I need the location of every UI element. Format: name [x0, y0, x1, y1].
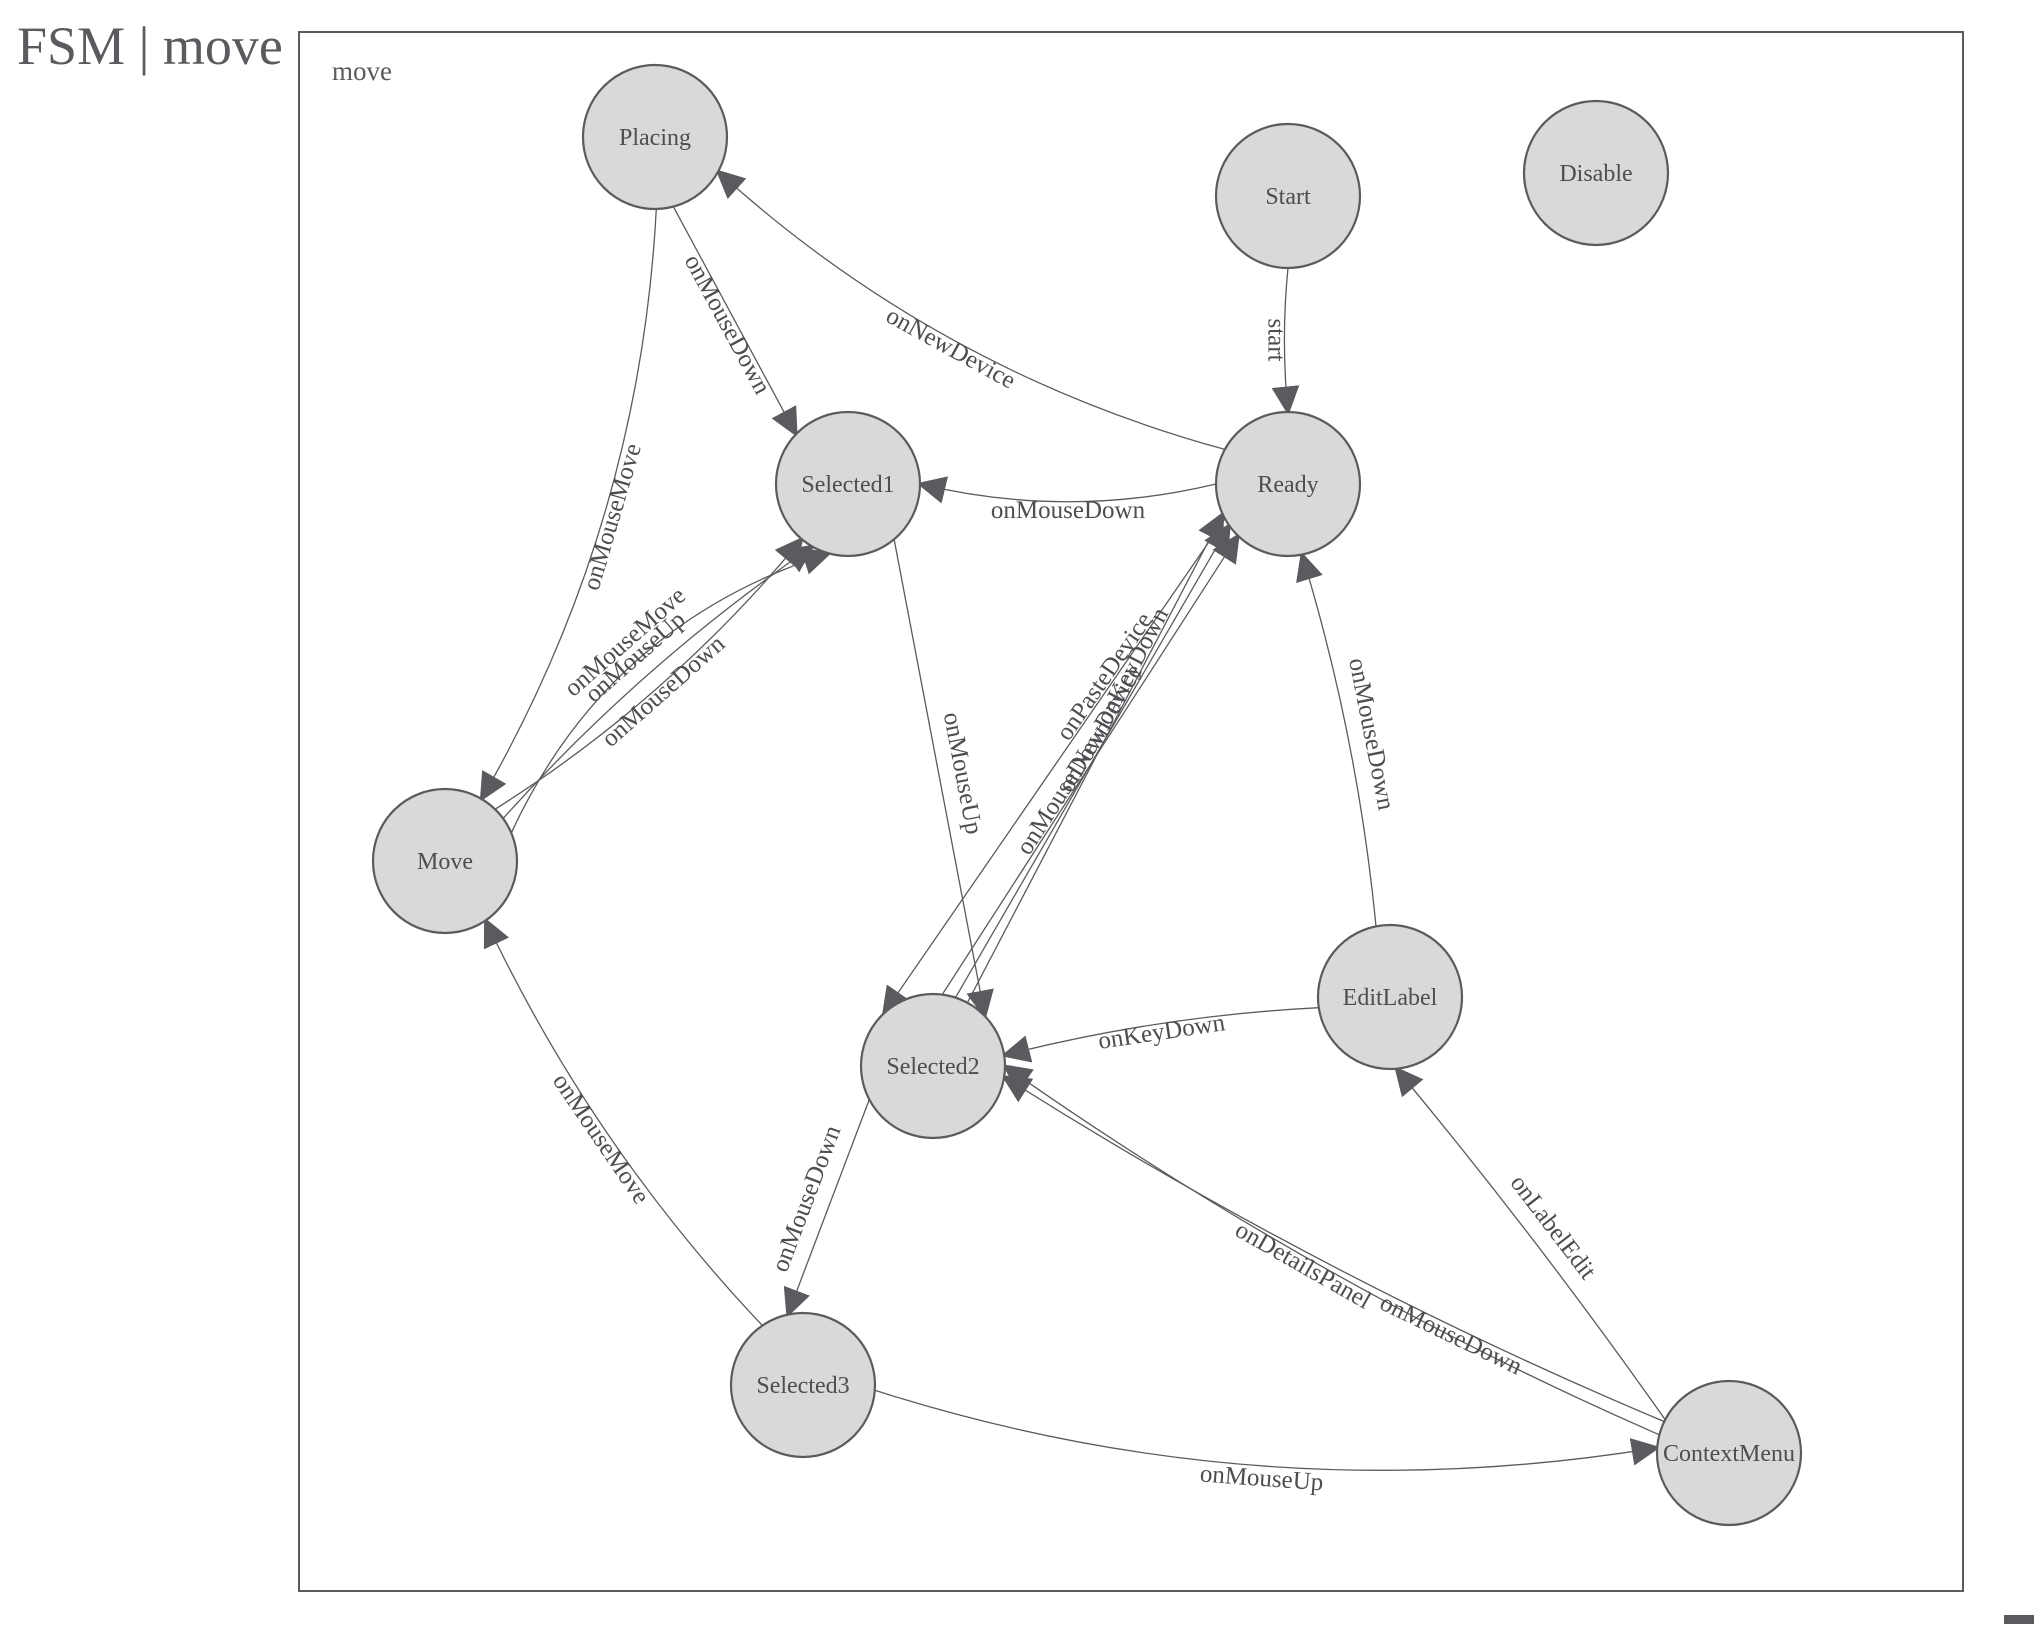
svg-text:onLabelEdit: onLabelEdit: [1505, 1170, 1602, 1285]
svg-text:onMouseUp: onMouseUp: [938, 710, 988, 836]
svg-text:Selected3: Selected3: [756, 1373, 849, 1399]
svg-text:onNewDevice: onNewDevice: [882, 302, 1020, 394]
svg-text:onMouseUp: onMouseUp: [1199, 1460, 1324, 1496]
svg-text:EditLabel: EditLabel: [1343, 985, 1438, 1011]
svg-text:onMouseDown: onMouseDown: [1376, 1289, 1527, 1380]
svg-text:onMouseDown: onMouseDown: [1343, 656, 1400, 813]
svg-text:onMouseDown: onMouseDown: [991, 497, 1146, 524]
svg-text:onKeyDown: onKeyDown: [1096, 1009, 1227, 1055]
svg-text:onMouseDown: onMouseDown: [679, 250, 776, 399]
svg-text:Start: Start: [1265, 184, 1311, 210]
svg-text:Move: Move: [417, 849, 473, 875]
svg-text:Ready: Ready: [1257, 472, 1318, 498]
svg-text:onDetailsPanel: onDetailsPanel: [1231, 1216, 1376, 1314]
svg-text:Placing: Placing: [619, 125, 691, 151]
svg-text:Selected2: Selected2: [886, 1054, 979, 1080]
svg-text:move: move: [332, 56, 392, 86]
svg-text:onMouseDown: onMouseDown: [767, 1121, 847, 1275]
svg-text:onMouseMove: onMouseMove: [578, 440, 647, 593]
svg-text:Disable: Disable: [1559, 161, 1632, 187]
svg-text:onMouseMove: onMouseMove: [547, 1069, 655, 1209]
svg-text:Selected1: Selected1: [801, 472, 894, 498]
svg-text:start: start: [1262, 318, 1289, 361]
svg-text:ContextMenu: ContextMenu: [1663, 1441, 1795, 1467]
